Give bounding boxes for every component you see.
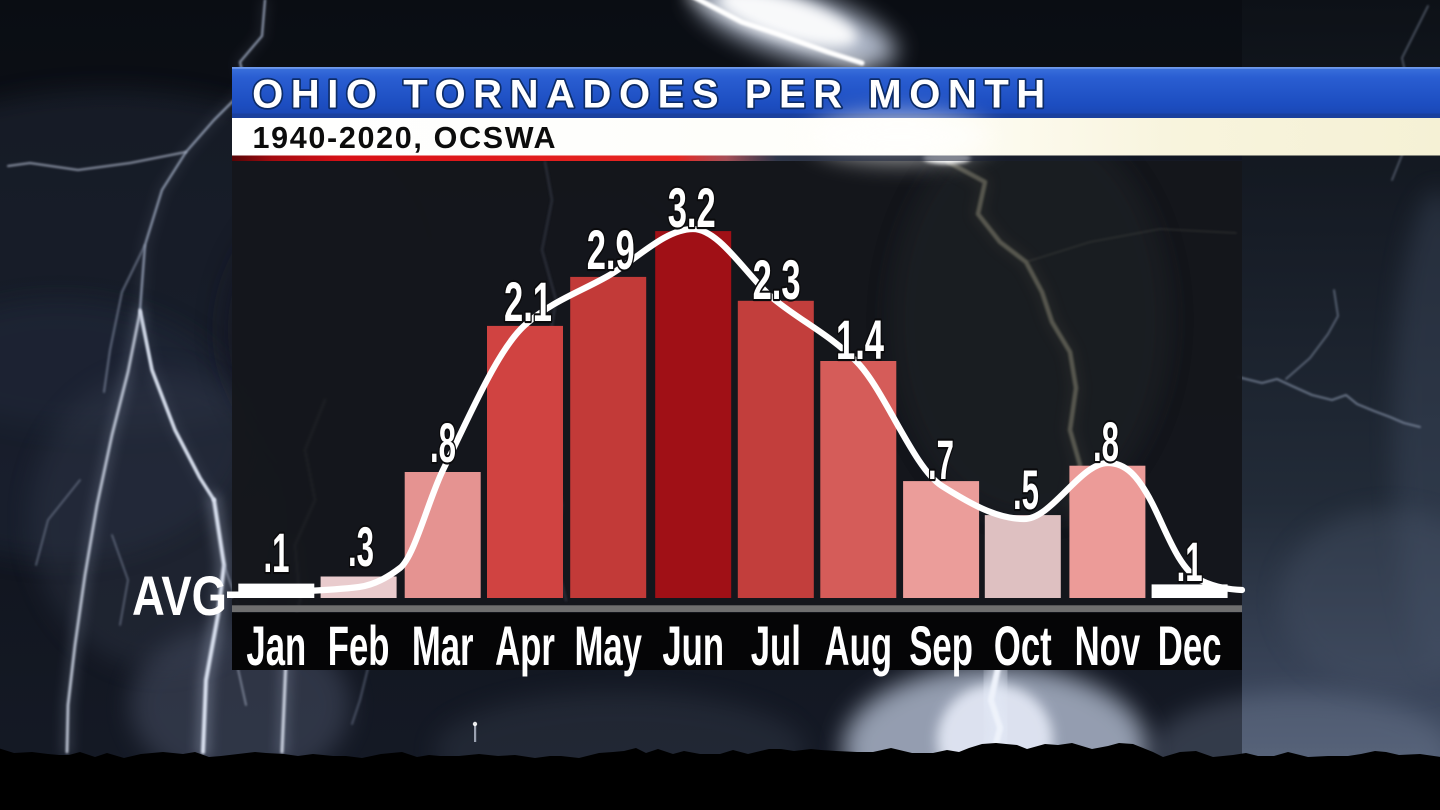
svg-text:2.1: 2.1 — [504, 270, 552, 333]
svg-text:Jun: Jun — [662, 614, 724, 677]
svg-text:.8: .8 — [430, 411, 456, 474]
svg-text:Apr: Apr — [495, 614, 555, 677]
svg-text:Oct: Oct — [994, 614, 1052, 677]
svg-text:.8: .8 — [1093, 410, 1119, 473]
svg-text:3.2: 3.2 — [668, 176, 716, 239]
svg-text:.5: .5 — [1013, 458, 1039, 521]
svg-text:1940-2020, OCSWA: 1940-2020, OCSWA — [253, 121, 556, 155]
svg-text:May: May — [574, 614, 642, 677]
svg-text:Sep: Sep — [909, 614, 973, 677]
svg-text:2.3: 2.3 — [753, 248, 801, 311]
svg-text:Jul: Jul — [751, 614, 801, 677]
svg-text:Mar: Mar — [412, 614, 474, 677]
svg-text:Feb: Feb — [328, 614, 390, 677]
svg-text:2.9: 2.9 — [587, 218, 635, 281]
svg-text:Dec: Dec — [1158, 614, 1222, 677]
svg-text:.7: .7 — [928, 428, 954, 491]
svg-text:Jan: Jan — [246, 614, 306, 677]
svg-text:Nov: Nov — [1075, 614, 1141, 677]
svg-text:1.4: 1.4 — [836, 308, 884, 371]
svg-text:.1: .1 — [1177, 530, 1203, 593]
svg-text:OHIO TORNADOES PER MONTH: OHIO TORNADOES PER MONTH — [252, 72, 1045, 116]
svg-text:AVG: AVG — [132, 564, 227, 627]
svg-text:.1: .1 — [264, 521, 290, 584]
svg-text:.3: .3 — [348, 515, 374, 578]
svg-text:Aug: Aug — [825, 614, 893, 677]
